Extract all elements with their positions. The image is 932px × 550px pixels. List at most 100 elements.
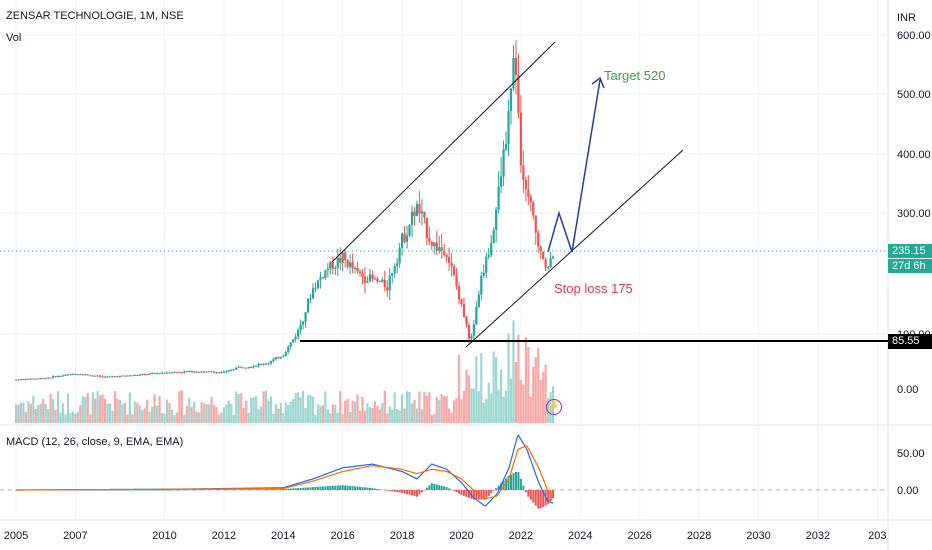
volume-bar bbox=[368, 407, 372, 423]
macd-histogram-bar bbox=[371, 488, 374, 490]
macd-histogram-bar bbox=[227, 489, 230, 490]
candle-body bbox=[24, 379, 27, 381]
candle-body bbox=[551, 256, 555, 259]
lightning-icon[interactable]: ⚡ bbox=[546, 399, 562, 415]
volume-bar bbox=[534, 356, 537, 423]
volume-bar bbox=[529, 396, 532, 423]
volume-bar bbox=[126, 414, 129, 423]
macd-histogram-bar bbox=[277, 489, 280, 490]
candle-body bbox=[74, 373, 77, 375]
candle-body bbox=[445, 254, 448, 257]
volume-bar bbox=[203, 403, 206, 423]
macd-histogram-bar bbox=[222, 489, 225, 491]
macd-histogram-bar bbox=[321, 486, 324, 490]
macd-histogram-bar bbox=[542, 490, 545, 507]
macd-histogram-bar bbox=[203, 489, 206, 491]
macd-histogram-bar bbox=[309, 487, 312, 490]
candle-body bbox=[148, 373, 151, 375]
candle-body bbox=[420, 211, 423, 214]
channel-lower-line bbox=[465, 149, 684, 348]
macd-histogram-bar bbox=[438, 485, 441, 490]
macd-histogram-bar bbox=[376, 488, 379, 490]
volume-bar bbox=[66, 393, 70, 423]
x-tick-label: 2005 bbox=[4, 530, 28, 542]
volume-bar bbox=[504, 390, 508, 423]
candle-body bbox=[306, 298, 310, 313]
candle-body bbox=[267, 363, 270, 365]
candle-body bbox=[339, 257, 342, 264]
volume-bar bbox=[381, 403, 384, 423]
volume-bar bbox=[61, 403, 65, 423]
macd-label: MACD (12, 26, close, 9, EMA, EMA) bbox=[6, 436, 184, 448]
macd-histogram-bar bbox=[267, 489, 270, 490]
x-tick-label: 2028 bbox=[687, 530, 711, 542]
x-tick-label: 203 bbox=[868, 530, 886, 542]
volume-bar bbox=[111, 410, 114, 423]
candle-body bbox=[547, 267, 550, 269]
candle-body bbox=[346, 260, 349, 267]
macd-histogram-bar bbox=[215, 489, 218, 491]
macd-histogram-bar bbox=[104, 490, 107, 491]
candle-body bbox=[353, 268, 357, 270]
candle-body bbox=[99, 375, 102, 377]
macd-histogram-bar bbox=[146, 490, 149, 491]
volume-bar bbox=[180, 390, 183, 423]
volume-bar bbox=[170, 409, 174, 423]
candle-body bbox=[366, 281, 369, 283]
candle-body bbox=[326, 268, 329, 271]
candle-body bbox=[188, 370, 191, 372]
macd-histogram-bar bbox=[547, 490, 550, 504]
volume-bar bbox=[269, 396, 273, 423]
macd-histogram-bar bbox=[361, 487, 364, 490]
macd-histogram-bar bbox=[156, 490, 159, 491]
macd-histogram-bar bbox=[94, 490, 97, 491]
candle-body bbox=[277, 357, 280, 359]
volume-bar bbox=[457, 354, 461, 423]
candle-body bbox=[86, 374, 89, 376]
candle-body bbox=[116, 376, 119, 378]
volume-bar bbox=[143, 408, 146, 423]
volume-bar bbox=[205, 404, 208, 423]
macd-histogram-bar bbox=[408, 490, 411, 495]
volume-bar bbox=[396, 408, 399, 423]
candle-body bbox=[66, 374, 70, 376]
macd-histogram-bar bbox=[136, 490, 139, 491]
macd-histogram-bar bbox=[141, 490, 144, 491]
candle-body bbox=[495, 209, 498, 230]
macd-histogram-bar bbox=[128, 490, 131, 491]
macd-histogram-bar bbox=[292, 488, 295, 490]
candle-body bbox=[257, 364, 260, 366]
macd-histogram-bar bbox=[411, 490, 413, 496]
candle-body bbox=[151, 372, 154, 374]
macd-histogram-bar bbox=[148, 490, 151, 491]
volume-bar bbox=[121, 404, 124, 423]
macd-histogram-bar bbox=[539, 490, 542, 509]
candle-body bbox=[133, 375, 136, 377]
volume-bar bbox=[388, 406, 391, 423]
candle-body bbox=[17, 379, 20, 381]
volume-bar bbox=[267, 401, 270, 423]
volume-bar bbox=[91, 392, 94, 423]
candle-body bbox=[254, 365, 258, 367]
macd-histogram-bar bbox=[373, 488, 376, 490]
candle-body bbox=[386, 287, 389, 291]
candle-body bbox=[477, 294, 480, 307]
candle-body bbox=[537, 232, 540, 247]
candle-body bbox=[71, 373, 75, 375]
volume-bar bbox=[465, 369, 468, 423]
volume-bar bbox=[49, 393, 52, 423]
macd-histogram-bar bbox=[183, 489, 186, 491]
volume-bar bbox=[373, 401, 376, 423]
candle-body bbox=[235, 367, 238, 370]
candle-body bbox=[321, 277, 324, 279]
volume-bar bbox=[257, 409, 260, 423]
volume-bar bbox=[428, 392, 431, 423]
candle-body bbox=[351, 262, 354, 269]
macd-histogram-bar bbox=[225, 489, 228, 490]
volume-bar bbox=[284, 402, 287, 423]
candle-body bbox=[195, 371, 198, 373]
macd-y-tick-label: 0.00 bbox=[897, 485, 918, 497]
macd-histogram-bar bbox=[232, 489, 235, 490]
macd-histogram-bar bbox=[445, 487, 448, 490]
volume-bar bbox=[341, 414, 344, 423]
